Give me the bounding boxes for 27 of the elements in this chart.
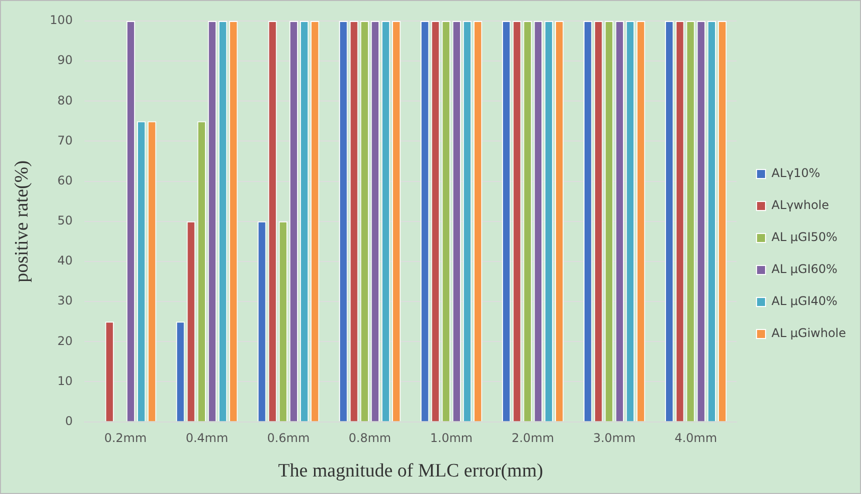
y-tick-label: 80 <box>57 93 73 108</box>
x-tick-label: 0.2mm <box>104 431 147 446</box>
x-tick-label: 0.6mm <box>267 431 310 446</box>
legend-label: AL μGI50% <box>772 230 838 244</box>
y-tick-label: 0 <box>65 414 73 428</box>
y-tick-label: 40 <box>57 254 73 268</box>
y-tick-label: 100 <box>50 13 73 28</box>
x-tick-label: 4.0mm <box>674 431 718 446</box>
x-axis-title: The magnitude of MLC error(mm) <box>278 460 544 482</box>
y-axis-title: positive rate(%) <box>11 160 32 282</box>
y-tick-label: 20 <box>57 334 73 348</box>
legend-label: ALγ10% <box>772 166 820 180</box>
legend-label: AL μGI40% <box>772 294 838 308</box>
y-tick-label: 70 <box>57 133 73 148</box>
legend-label: ALγwhole <box>772 198 830 212</box>
y-tick-label: 50 <box>57 214 73 228</box>
x-tick-label: 1.0mm <box>430 431 473 446</box>
y-tick-label: 30 <box>57 294 73 308</box>
y-tick-label: 10 <box>57 374 73 388</box>
x-tick-label: 0.8mm <box>348 431 392 446</box>
y-tick-label: 90 <box>57 53 73 68</box>
legend-label: AL μGI60% <box>772 262 838 276</box>
legend-label: AL μGiwhole <box>772 326 846 340</box>
x-tick-label: 2.0mm <box>512 431 554 446</box>
y-tick-label: 60 <box>57 173 73 188</box>
x-tick-label: 3.0mm <box>593 431 636 446</box>
x-tick-label: 0.4mm <box>186 431 228 446</box>
